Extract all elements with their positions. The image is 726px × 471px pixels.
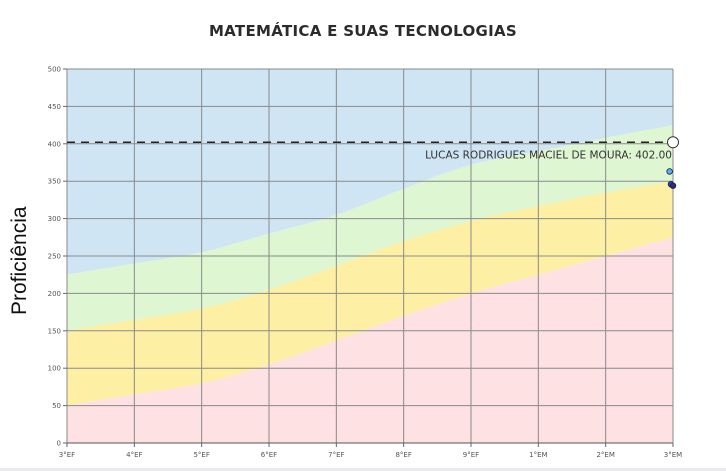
student-points: [666, 168, 677, 189]
reference-line-label: LUCAS RODRIGUES MACIEL DE MOURA: 402.00: [425, 149, 672, 161]
band-0: [67, 237, 673, 443]
y-tick-label: 200: [48, 290, 61, 298]
x-tick-label: 9°EF: [463, 451, 479, 459]
x-tick-label: 7°EF: [328, 451, 344, 459]
y-tick-label: 500: [48, 66, 61, 74]
x-tick-label: 3°EF: [59, 451, 75, 459]
x-tick-label: 8°EF: [395, 451, 411, 459]
x-tick-label: 3°EM: [664, 451, 682, 459]
y-tick-label: 150: [48, 327, 61, 335]
y-tick-label: 0: [57, 440, 61, 448]
y-tick-label: 300: [48, 215, 61, 223]
reference-line-group: LUCAS RODRIGUES MACIEL DE MOURA: 402.00: [67, 136, 679, 161]
grid-lines: [66, 68, 674, 444]
y-tick-label: 400: [48, 140, 61, 148]
band-3: [67, 69, 673, 275]
x-tick-label: 1°EM: [529, 451, 547, 459]
x-tick-label: 4°EF: [126, 451, 142, 459]
y-tick-label: 250: [48, 253, 61, 261]
y-tick-label: 50: [52, 402, 61, 410]
band-2: [67, 125, 673, 331]
student-point: [666, 168, 673, 175]
x-tick-label: 6°EF: [261, 451, 277, 459]
chart-title: MATEMÁTICA E SUAS TECNOLOGIAS: [208, 22, 518, 40]
reference-marker: [667, 136, 679, 149]
x-tick-label: 5°EF: [193, 451, 209, 459]
y-tick-label: 350: [48, 178, 61, 186]
axes: 0 50 100 150 200 250 300 350 400 450 500 3°EF 4°EF 5°…: [48, 66, 683, 460]
y-tick-label: 100: [48, 365, 61, 373]
x-tick-label: 2°EM: [596, 451, 614, 459]
bottom-divider: [0, 468, 726, 471]
student-point: [669, 182, 677, 189]
y-tick-label: 450: [48, 103, 61, 111]
